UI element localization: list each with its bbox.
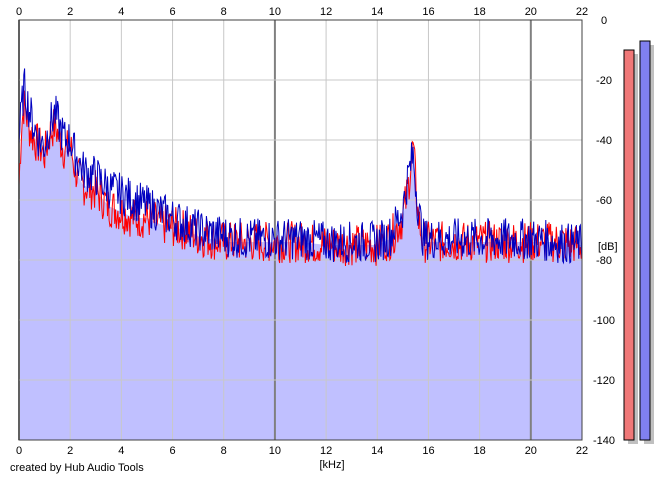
y-tick-label: -120 xyxy=(593,375,615,387)
x-tick-label-top: 20 xyxy=(525,6,537,18)
x-tick-label: 10 xyxy=(269,445,281,457)
y-tick-label: -20 xyxy=(596,75,612,87)
x-tick-label: 2 xyxy=(67,445,73,457)
level-meters xyxy=(623,40,654,444)
x-tick-label-top: 6 xyxy=(169,6,175,18)
y-tick-label: 0 xyxy=(601,15,607,27)
y-axis-label: [dB] xyxy=(598,241,618,253)
credit-text: created by Hub Audio Tools xyxy=(10,462,144,474)
x-tick-label-top: 10 xyxy=(269,6,281,18)
x-tick-label: 14 xyxy=(371,445,383,457)
x-tick-label-top: 14 xyxy=(371,6,383,18)
y-tick-labels: 0 -20 -40 -60 -80 -100 -120 -140 xyxy=(593,15,615,447)
y-tick-label: -100 xyxy=(593,315,615,327)
x-tick-label-top: 0 xyxy=(16,6,22,18)
x-tick-label-top: 22 xyxy=(576,6,588,18)
series-line-0 xyxy=(18,90,583,267)
level-meter-bar xyxy=(639,40,651,441)
x-tick-label-top: 12 xyxy=(320,6,332,18)
level-meter-bar xyxy=(623,49,635,441)
x-tick-label: 8 xyxy=(221,445,227,457)
x-tick-label-top: 8 xyxy=(221,6,227,18)
x-tick-label-top: 4 xyxy=(118,6,124,18)
plot-frame xyxy=(18,19,583,441)
y-tick-label: -60 xyxy=(596,195,612,207)
spectrum-fill-area xyxy=(19,104,582,440)
x-tick-label: 22 xyxy=(576,445,588,457)
series-line-1 xyxy=(18,68,583,265)
x-tick-label: 20 xyxy=(525,445,537,457)
x-tick-label-top: 18 xyxy=(474,6,486,18)
x-tick-labels-bottom: 0 2 4 6 8 10 12 14 16 18 20 22 xyxy=(16,445,588,457)
x-tick-label: 16 xyxy=(422,445,434,457)
y-tick-label: -40 xyxy=(596,135,612,147)
y-tick-label: -80 xyxy=(596,255,612,267)
x-tick-label: 12 xyxy=(320,445,332,457)
y-tick-label: -140 xyxy=(593,435,615,447)
spectrum-fill xyxy=(19,104,582,440)
x-tick-label: 4 xyxy=(118,445,124,457)
x-tick-label: 18 xyxy=(474,445,486,457)
x-axis-label: [kHz] xyxy=(319,459,344,471)
x-tick-label-top: 16 xyxy=(422,6,434,18)
x-tick-label: 0 xyxy=(16,445,22,457)
x-tick-labels-top: 0 2 4 6 8 10 12 14 16 18 20 22 xyxy=(16,6,588,18)
x-tick-label-top: 2 xyxy=(67,6,73,18)
spectrum-series xyxy=(18,68,583,267)
x-tick-label: 6 xyxy=(169,445,175,457)
